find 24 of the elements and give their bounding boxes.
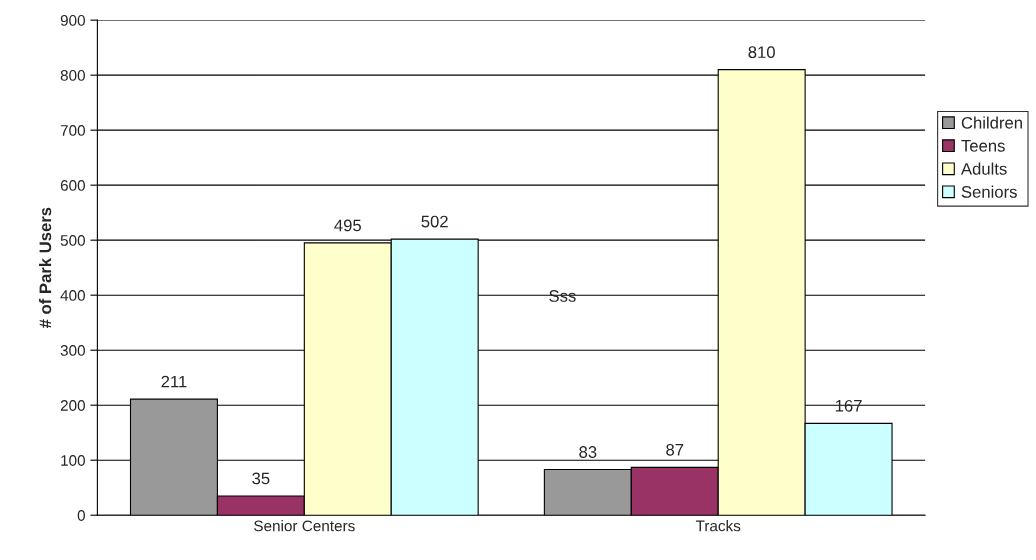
y-tick-label: 200	[60, 400, 85, 411]
data-label: 810	[748, 46, 775, 59]
legend-label: Children	[961, 116, 1022, 129]
x-tick-label: Senior Centers	[254, 520, 355, 532]
data-label: 83	[579, 446, 597, 458]
data-label: 211	[161, 375, 187, 388]
data-label: 502	[421, 215, 448, 228]
legend-label: Seniors	[961, 185, 1017, 198]
legend-label: Adults	[960, 162, 1007, 175]
y-tick-label: 800	[60, 70, 85, 81]
y-tick-label: 0	[77, 510, 85, 521]
data-label: 35	[252, 472, 270, 485]
x-tick-label: Tracks	[695, 520, 741, 532]
y-axis-title: # of Park Users	[39, 207, 52, 329]
y-tick-label: 700	[60, 125, 85, 136]
data-label: 495	[334, 219, 361, 232]
y-tick-label: 400	[60, 290, 85, 301]
y-tick-label: 900	[60, 15, 85, 26]
y-tick-label: 300	[60, 345, 85, 356]
y-tick-label: 500	[60, 235, 85, 246]
y-tick-label: 600	[60, 180, 85, 191]
legend-label: Teens	[961, 140, 1005, 152]
y-tick-label: 100	[61, 455, 85, 466]
data-label: 87	[666, 443, 684, 456]
